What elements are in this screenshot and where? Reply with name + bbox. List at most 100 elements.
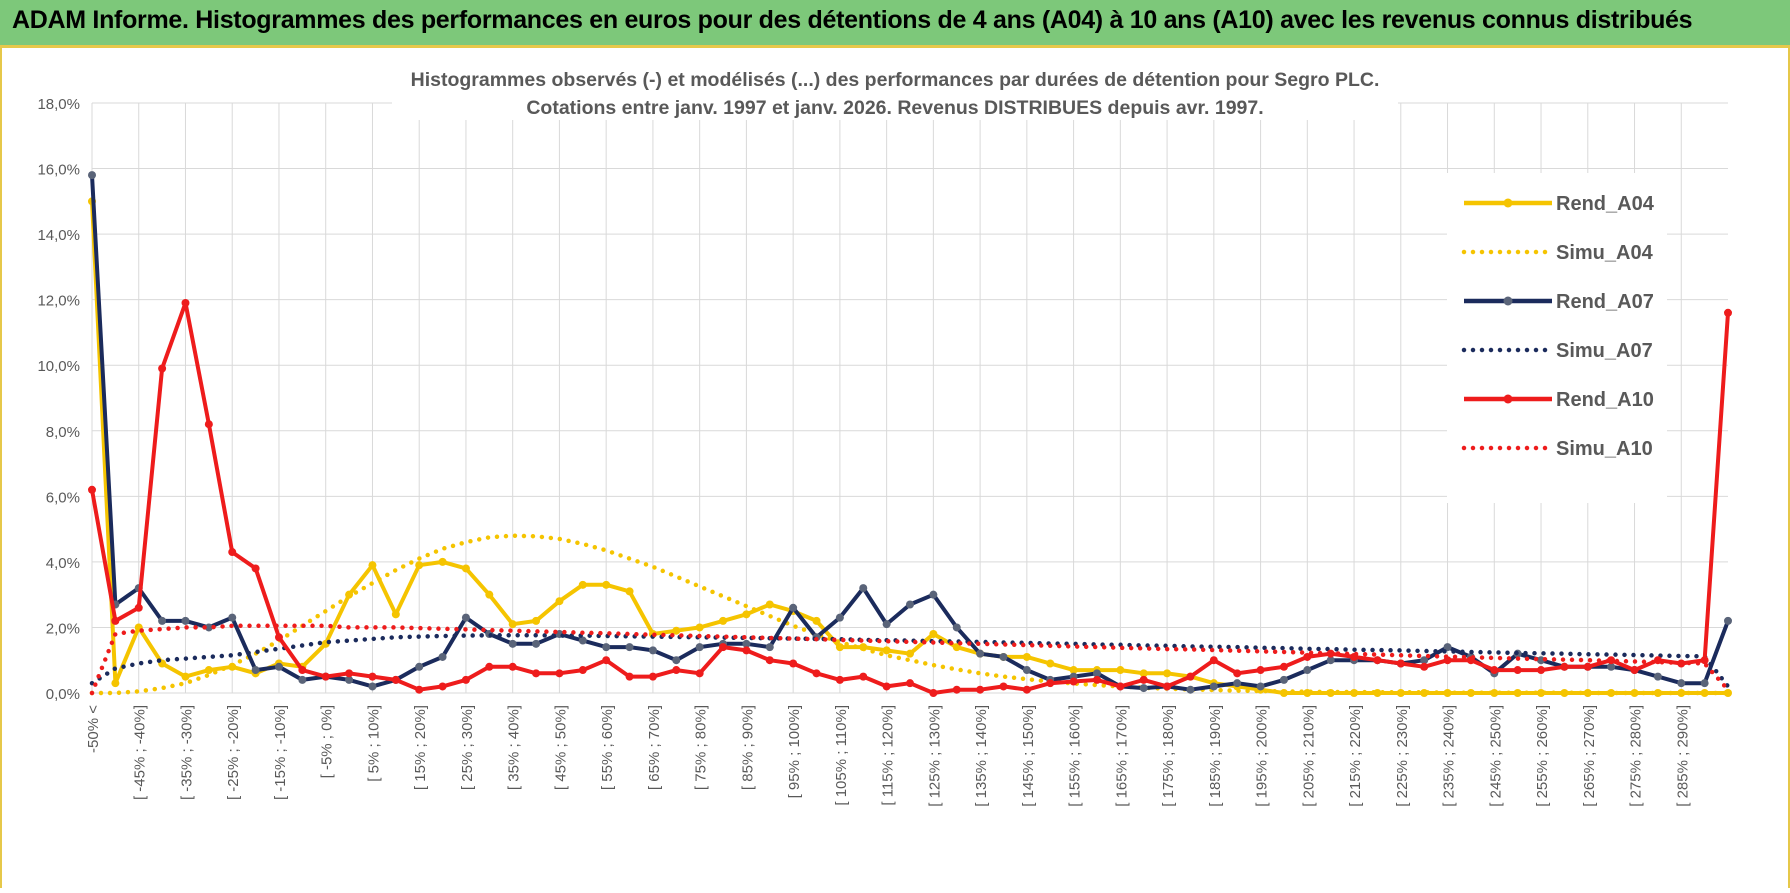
data-point-Rend_A07 xyxy=(765,643,774,652)
data-point-Rend_A10 xyxy=(1583,662,1592,671)
data-point-Rend_A07 xyxy=(976,649,985,658)
legend-marker xyxy=(1503,198,1513,208)
data-point-Rend_A04 xyxy=(532,616,541,625)
data-point-Rend_A04 xyxy=(742,610,751,619)
data-point-Rend_A07 xyxy=(368,682,377,691)
y-tick-label: 14,0% xyxy=(37,227,80,244)
data-point-Rend_A10 xyxy=(1396,659,1405,668)
data-point-Rend_A10 xyxy=(1022,685,1031,694)
x-tick-label: [ -5% ; 0%] xyxy=(319,705,336,778)
data-point-Rend_A07 xyxy=(274,662,283,671)
data-point-Rend_A04 xyxy=(695,623,704,632)
data-point-Rend_A04 xyxy=(1490,689,1499,697)
data-point-Rend_A07 xyxy=(999,652,1008,661)
data-point-Rend_A10 xyxy=(345,669,354,678)
data-point-Rend_A10 xyxy=(485,662,494,671)
x-tick-label: [ 255% ; 260%] xyxy=(1534,705,1551,807)
data-point-Rend_A04 xyxy=(602,580,611,589)
data-point-Rend_A04 xyxy=(438,557,447,566)
data-point-Rend_A10 xyxy=(1420,662,1429,671)
legend-label: Simu_A10 xyxy=(1556,438,1653,460)
data-point-Rend_A04 xyxy=(1046,659,1055,668)
data-point-Rend_A10 xyxy=(88,485,96,494)
report-banner: ADAM Informe. Histogrammes des performan… xyxy=(0,0,1790,48)
data-point-Rend_A07 xyxy=(251,666,260,675)
y-tick-label: 4,0% xyxy=(46,555,80,572)
data-point-Rend_A07 xyxy=(1139,684,1148,693)
x-tick-label: [ -35% ; -30%] xyxy=(178,705,195,800)
data-point-Rend_A07 xyxy=(952,623,961,632)
chart-subtitle: Cotations entre janv. 1997 et janv. 2026… xyxy=(526,97,1263,119)
data-point-Rend_A04 xyxy=(1139,669,1148,678)
x-tick-label: [ 245% ; 250%] xyxy=(1487,705,1504,807)
data-point-Rend_A07 xyxy=(625,643,634,652)
x-tick-label: [ 55% ; 60%] xyxy=(599,705,616,790)
legend-marker xyxy=(1503,394,1513,404)
data-point-Rend_A07 xyxy=(742,639,751,648)
data-point-Rend_A04 xyxy=(485,590,494,599)
x-tick-label: [ 65% ; 70%] xyxy=(646,705,663,790)
data-point-Rend_A07 xyxy=(1677,679,1686,688)
data-point-Rend_A10 xyxy=(251,564,260,573)
data-point-Rend_A07 xyxy=(695,643,704,652)
data-point-Rend_A10 xyxy=(134,603,143,612)
data-point-Rend_A10 xyxy=(555,669,564,678)
chart-title: Histogrammes observés (-) et modélisés (… xyxy=(411,69,1380,91)
x-tick-label: [ 125% ; 130%] xyxy=(926,705,943,807)
data-point-Rend_A04 xyxy=(415,561,424,570)
data-point-Rend_A07 xyxy=(882,620,891,629)
data-point-Rend_A07 xyxy=(532,639,541,648)
data-point-Rend_A04 xyxy=(461,564,470,573)
data-point-Rend_A04 xyxy=(508,620,517,629)
data-point-Rend_A10 xyxy=(1373,656,1382,665)
y-tick-label: 12,0% xyxy=(37,293,80,310)
data-point-Rend_A10 xyxy=(1279,662,1288,671)
legend-marker xyxy=(1503,296,1513,306)
x-tick-label: [ 155% ; 160%] xyxy=(1067,705,1084,807)
data-point-Rend_A04 xyxy=(929,630,938,638)
data-point-Rend_A04 xyxy=(1537,689,1546,697)
data-point-Rend_A04 xyxy=(672,626,681,635)
data-point-Rend_A10 xyxy=(158,364,167,373)
data-point-Rend_A04 xyxy=(578,580,587,589)
data-point-Rend_A10 xyxy=(204,420,213,429)
data-point-Rend_A07 xyxy=(1724,616,1732,625)
data-point-Rend_A10 xyxy=(508,662,517,671)
data-point-Rend_A04 xyxy=(391,610,400,619)
data-point-Rend_A07 xyxy=(859,584,868,593)
data-point-Rend_A07 xyxy=(1607,662,1616,671)
data-point-Rend_A07 xyxy=(578,636,587,645)
data-point-Rend_A10 xyxy=(835,675,844,684)
x-tick-label: [ 215% ; 220%] xyxy=(1347,705,1364,807)
data-point-Rend_A10 xyxy=(1513,666,1522,675)
legend-label: Simu_A07 xyxy=(1556,340,1653,362)
data-point-Rend_A04 xyxy=(1724,689,1732,697)
data-point-Rend_A10 xyxy=(672,666,681,675)
data-point-Rend_A10 xyxy=(111,616,120,625)
data-point-Rend_A10 xyxy=(438,682,447,691)
x-tick-label: [ 275% ; 280%] xyxy=(1628,705,1645,807)
data-point-Rend_A07 xyxy=(1443,643,1452,652)
data-point-Rend_A07 xyxy=(204,623,213,632)
data-point-Rend_A10 xyxy=(1233,669,1242,678)
x-tick-label: [ -25% ; -20%] xyxy=(225,705,242,800)
data-point-Rend_A10 xyxy=(1046,679,1055,688)
legend-label: Rend_A04 xyxy=(1556,193,1655,215)
data-point-Rend_A10 xyxy=(1700,656,1709,665)
performance-histogram-chart: 0,0% 2,0% 4,0% 6,0% 8,0% 10,0% 12,0% 14,0% 16,0%… xyxy=(37,60,1732,807)
x-tick-label: [ 205% ; 210%] xyxy=(1300,705,1317,807)
x-tick-label: [ 285% ; 290%] xyxy=(1674,705,1691,807)
data-point-Rend_A10 xyxy=(1116,682,1125,691)
data-point-Rend_A10 xyxy=(882,682,891,691)
data-point-Rend_A04 xyxy=(204,666,213,675)
data-point-Rend_A04 xyxy=(882,646,891,655)
data-point-Rend_A07 xyxy=(602,643,611,652)
y-tick-label: 0,0% xyxy=(46,686,80,703)
data-point-Rend_A07 xyxy=(1022,666,1031,675)
data-point-Rend_A04 xyxy=(625,587,634,596)
data-point-Rend_A10 xyxy=(929,689,938,697)
data-point-Rend_A07 xyxy=(298,675,307,684)
data-point-Rend_A04 xyxy=(1069,666,1078,675)
legend-label: Simu_A04 xyxy=(1556,242,1654,264)
data-point-Rend_A07 xyxy=(415,662,424,671)
